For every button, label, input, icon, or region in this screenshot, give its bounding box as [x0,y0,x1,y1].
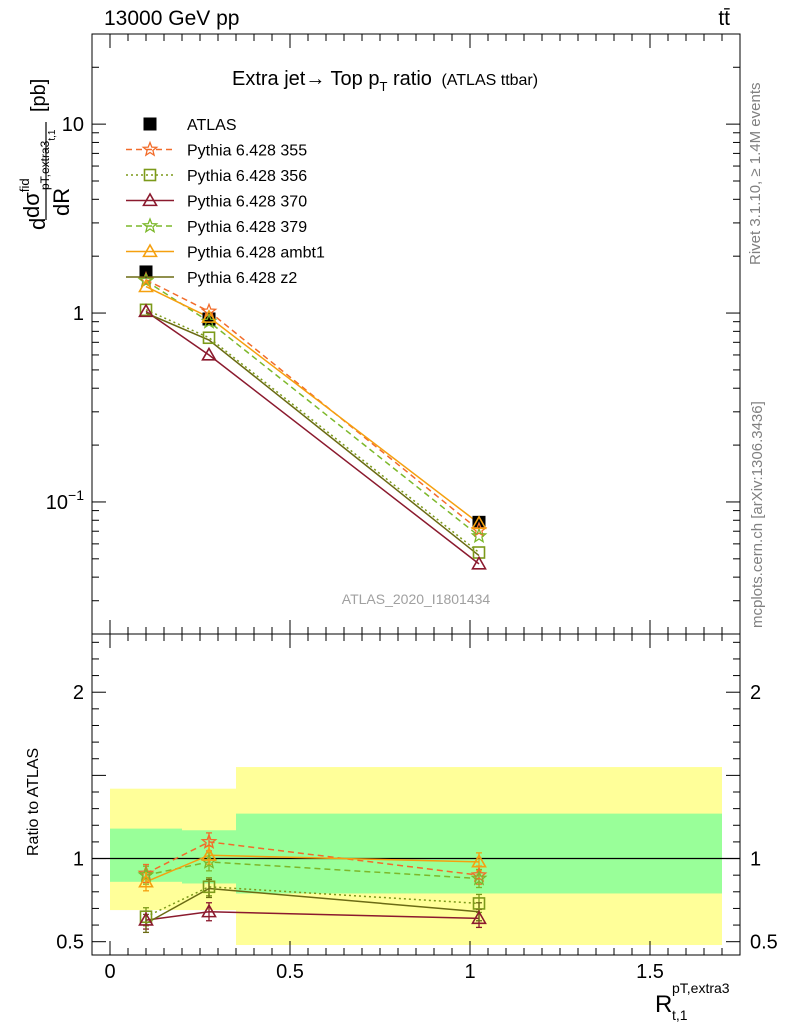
x-tick-label: 1 [464,961,475,983]
series-point-3 [137,272,155,288]
legend-label: Pythia 6.428 379 [187,219,307,236]
x-tick-label: 1.5 [636,961,664,983]
series-line-2 [145,310,480,565]
x-tick-label: 0.5 [276,961,304,983]
legend-item: Pythia 6.428 379 [126,217,307,236]
plot-title: Extra jet→ Top pT ratio (ATLAS ttbar) [232,68,538,94]
svg-text:dσfid: dσfid [17,178,44,218]
ratio-series-point-1 [472,897,486,910]
ratio-series-point-2 [138,911,154,926]
analysis-watermark: ATLAS_2020_I1801434 [342,591,491,607]
legend-label: Pythia 6.428 ambt1 [187,245,325,262]
legend: ATLAS Pythia 6.428 355 Pythia 6.428 356 Pyt… [126,117,325,287]
series-point-2 [201,346,217,361]
legend-label: Pythia 6.428 356 [187,168,307,185]
svg-text:R: R [655,991,672,1018]
svg-text:[pb]: [pb] [28,79,50,112]
series-line-0 [145,279,480,531]
ratio-series-point-0 [470,866,488,883]
legend-item: Pythia 6.428 z2 [126,270,297,287]
svg-text:dR: dR [49,188,74,216]
ratio-series-point-4 [201,847,217,861]
y-axis-label: d dσfid pT,extra3t,1 dR [pb] [17,79,74,230]
ratio-series-point-4 [138,873,154,888]
ratio-y-tick-label: 1 [73,849,84,871]
ratio-y-tick-label-right: 0.5 [750,932,778,954]
legend-item: Pythia 6.428 ambt1 [126,243,325,262]
y-tick-label: 10−1 [46,487,84,514]
legend-swatch-marker [142,192,158,207]
y-tick-label: 1 [73,303,84,325]
ratio-y-tick-label: 2 [73,682,84,704]
ratio-series-point-3 [137,866,155,883]
svg-text:pT,extra3: pT,extra3 [672,980,730,996]
ratio-series-point-1 [139,910,153,924]
legend-label: Pythia 6.428 z2 [187,270,297,287]
ratio-series-point-4 [471,853,487,868]
legend-swatch-marker [142,243,158,258]
x-tick-label: 0 [104,961,115,983]
series-point-4 [201,309,217,323]
rivet-version-label: Rivet 3.1.10, ≥ 1.4M events [747,83,764,266]
legend-swatch-marker [141,217,159,234]
ratio-series-line-1 [145,886,480,918]
ratio-y-tick-label: 0.5 [56,932,84,954]
series-point-4 [471,515,487,530]
legend-item: ATLAS [143,117,237,134]
series-point-2 [138,303,154,318]
ratio-y-tick-label-right: 2 [750,682,761,704]
legend-label: Pythia 6.428 370 [187,194,307,211]
svg-text:pT,extra3t,1: pT,extra3t,1 [38,129,58,190]
legend-label: Pythia 6.428 355 [187,143,307,160]
header-energy-label: 13000 GeV pp [104,7,239,30]
series-point-2 [471,555,487,570]
ratio-series-point-2 [201,903,217,918]
legend-item: Pythia 6.428 355 [126,140,307,160]
series-point-1 [202,331,216,345]
ratio-series-point-0 [200,833,218,850]
series-line-4 [145,285,480,524]
series-line-5 [145,312,480,557]
ratio-series-point-3 [470,869,488,886]
svg-text:t,1: t,1 [672,1007,688,1023]
legend-label: ATLAS [187,117,237,134]
legend-swatch-marker [141,140,159,157]
legend-item: Pythia 6.428 370 [126,192,307,211]
ratio-series-point-1 [202,880,216,894]
series-line-3 [145,280,480,537]
y-tick-label: 10 [62,114,84,136]
x-axis-label: R pT,extra3 t,1 [655,980,730,1023]
series-point-3 [470,527,488,544]
svg-text:d: d [25,218,50,230]
ratio-series-point-2 [471,910,487,925]
legend-item: Pythia 6.428 356 [126,168,307,185]
header-process-label: tt̄ [718,7,730,30]
mcplots-label: mcplots.cern.ch [arXiv:1306.3436] [749,401,766,628]
series-point-4 [138,278,154,293]
ratio-y-tick-label-right: 1 [750,849,761,871]
legend-swatch-marker [143,168,157,182]
legend-swatch-marker [143,117,157,131]
ratio-y-axis-label: Ratio to ATLAS [25,748,42,856]
